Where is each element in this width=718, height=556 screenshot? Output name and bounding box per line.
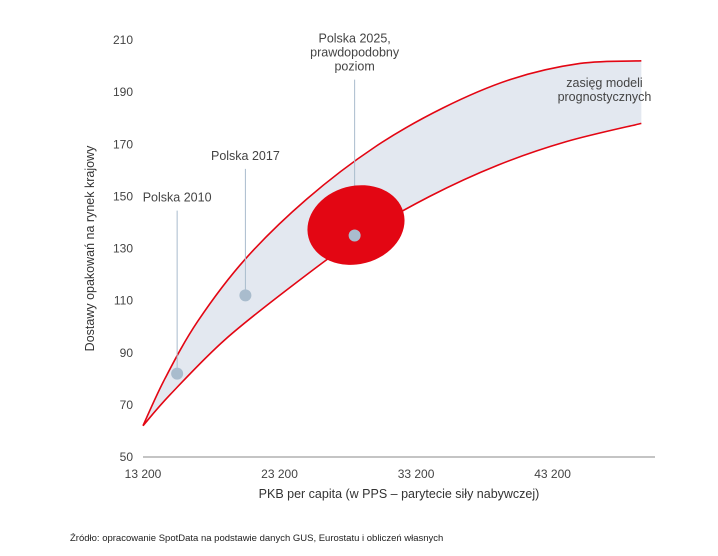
x-tick-label: 13 200 [125,467,162,481]
data-point [171,367,184,380]
annotation-label: Polska 2017 [211,149,280,163]
annotation-label: Polska 2010 [143,191,212,205]
source-note: Źródło: opracowanie SpotData na podstawi… [70,533,444,544]
annotation-label: zasięg modeli [566,76,642,90]
y-tick-label: 70 [120,398,134,412]
annotation-label: prawdopodobny [310,46,400,60]
y-tick-label: 190 [113,85,133,99]
y-tick-label: 50 [120,450,134,464]
y-tick-label: 210 [113,33,133,47]
data-point [239,289,252,302]
x-tick-label: 23 200 [261,467,298,481]
x-tick-label: 33 200 [398,467,435,481]
x-tick-label: 43 200 [534,467,571,481]
annotation-label: poziom [334,60,374,74]
x-axis-label: PKB per capita (w PPS – parytecie siły n… [259,487,540,501]
y-tick-label: 130 [113,242,133,256]
y-tick-label: 170 [113,137,133,151]
likely-range-ellipse [307,185,405,265]
annotation-label: prognostycznych [558,90,652,104]
y-tick-label: 90 [120,346,134,360]
annotation-label: Polska 2025, [318,32,390,46]
forecast-band [143,60,642,426]
y-axis-label: Dostawy opakowań na rynek krajowy [83,145,97,351]
data-point [348,229,361,242]
upper-boundary-line [142,60,642,427]
y-tick-label: 110 [114,294,133,308]
y-tick-label: 150 [113,189,133,203]
